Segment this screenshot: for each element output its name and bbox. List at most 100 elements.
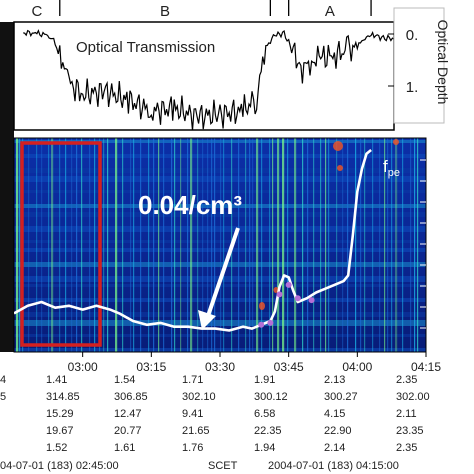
density-annotation: 0.04/cm³ bbox=[138, 190, 242, 220]
spectrogram-stripe bbox=[238, 138, 240, 352]
spectrogram-stripe bbox=[269, 138, 271, 352]
region-label: A bbox=[325, 3, 335, 20]
table-footer-cell: SCET bbox=[208, 460, 238, 472]
spectrogram-stripe bbox=[28, 138, 30, 352]
spectrogram-stripe bbox=[395, 138, 398, 352]
table-footer-cell: 04-07-01 (183) 02:45:00 bbox=[0, 460, 119, 472]
x-axis-ticks: 03:00 03:15 03:30 03:45 04:00 04:15 bbox=[68, 352, 441, 374]
table-cell: 2.13 bbox=[324, 374, 346, 386]
spectrogram-stripe bbox=[122, 138, 124, 352]
table-cell: 15.29 bbox=[46, 408, 74, 420]
table-cell: 22.35 bbox=[254, 425, 282, 437]
spectrogram-stripe bbox=[71, 138, 73, 352]
optical-depth-label: Optical Depth bbox=[435, 20, 451, 105]
table-cell: 1.52 bbox=[46, 442, 68, 454]
spectrogram-stripe bbox=[320, 138, 322, 352]
optical-depth-ticks: 0. 1. bbox=[388, 27, 418, 96]
spectrogram-stripe bbox=[272, 138, 274, 352]
region-label: C bbox=[31, 3, 42, 20]
left-strip bbox=[0, 22, 14, 352]
spectrogram-stripe bbox=[65, 138, 67, 352]
x-tick-label: 04:00 bbox=[342, 360, 372, 374]
spectrogram-stripes bbox=[16, 138, 419, 352]
spectrogram-stripe bbox=[252, 138, 254, 352]
spectrogram-stripe bbox=[103, 138, 105, 352]
table-cell: 4.15 bbox=[324, 408, 346, 420]
spectrogram-stripe bbox=[174, 138, 176, 352]
optical-depth-tick-label: 1. bbox=[406, 79, 419, 96]
spectrogram-stripe bbox=[328, 138, 330, 352]
spectrogram-stripe bbox=[372, 138, 374, 352]
spectrogram-stripe bbox=[261, 138, 263, 352]
spectrogram-stripe bbox=[249, 138, 251, 352]
region-label: B bbox=[160, 3, 170, 20]
table-cell: 2.35 bbox=[396, 442, 418, 454]
table-row-label: 5 bbox=[0, 391, 7, 403]
spectrogram-stripe bbox=[294, 138, 297, 352]
spectrogram-stripe bbox=[130, 138, 132, 352]
spectrogram-hot-spot bbox=[259, 302, 265, 310]
top-panel-label: Optical Transmission bbox=[76, 39, 215, 56]
spectrogram-stripe bbox=[171, 138, 173, 352]
table-cell: 19.67 bbox=[46, 425, 74, 437]
spectrogram-hot-spot bbox=[337, 165, 343, 171]
table-cell: 22.90 bbox=[324, 425, 352, 437]
table-cell: 1.91 bbox=[254, 374, 276, 386]
table-row-label: 4 bbox=[0, 374, 7, 386]
table-cell: 1.71 bbox=[182, 374, 204, 386]
spectrogram-stripe bbox=[379, 138, 381, 352]
table-cell: 20.77 bbox=[114, 425, 142, 437]
spectrogram-stripe bbox=[211, 138, 213, 352]
fpe-point bbox=[276, 291, 283, 298]
table-cell: 300.12 bbox=[254, 391, 288, 403]
spectrogram-stripe bbox=[355, 138, 357, 352]
table-cell: 314.85 bbox=[46, 391, 80, 403]
annotation-arrow-shaft bbox=[206, 227, 240, 317]
fpe-point bbox=[308, 297, 315, 304]
table-cell: 1.41 bbox=[46, 374, 68, 386]
table-cell: 9.41 bbox=[182, 408, 204, 420]
spectrogram-stripe bbox=[287, 138, 289, 352]
table-cell: 2.11 bbox=[396, 408, 417, 420]
spectrogram-stripe bbox=[207, 138, 209, 352]
spectrogram-stripe bbox=[148, 138, 150, 352]
spectrogram-stripe bbox=[41, 138, 43, 352]
spectrogram-stripe bbox=[360, 138, 362, 352]
spectrogram-stripe bbox=[277, 138, 280, 352]
ephemeris-table: 4 1.41 1.54 1.71 1.91 2.13 2.35 5 314.85 306.85 30… bbox=[0, 374, 474, 474]
spectrogram-stripe bbox=[307, 138, 309, 352]
fpe-point bbox=[267, 319, 274, 326]
curve-label: fpe bbox=[383, 157, 400, 179]
optical-transmission-line bbox=[23, 29, 394, 130]
table-cell: 306.85 bbox=[114, 391, 148, 403]
table-cell: 2.14 bbox=[324, 442, 346, 454]
table-cell: 1.54 bbox=[114, 374, 136, 386]
spectrogram-stripe bbox=[313, 138, 315, 352]
spectrogram-hot-spot bbox=[333, 141, 343, 151]
spectrogram-stripe bbox=[16, 138, 19, 352]
table-cell: 23.35 bbox=[396, 425, 424, 437]
spectrogram-stripe bbox=[391, 138, 393, 352]
spectrogram-stripe bbox=[76, 138, 78, 352]
spectrogram-stripe bbox=[163, 138, 165, 352]
x-tick-label: 03:30 bbox=[205, 360, 235, 374]
curve-label-main: f bbox=[383, 157, 388, 176]
spectrogram-stripe bbox=[140, 138, 142, 352]
spectrogram-stripe bbox=[325, 138, 327, 352]
spectrogram-stripe bbox=[417, 138, 419, 352]
spectrogram-stripe bbox=[387, 138, 389, 352]
spectrogram-stripe bbox=[94, 138, 96, 352]
spectrogram-stripe bbox=[414, 138, 416, 352]
spectrogram-stripe bbox=[107, 138, 109, 352]
optical-depth-tick-label: 0. bbox=[406, 27, 419, 44]
spectrogram-stripe bbox=[245, 138, 247, 352]
spectrogram-stripe bbox=[158, 138, 160, 352]
spectrogram-stripe bbox=[133, 138, 135, 352]
spectrogram-hot-spot bbox=[393, 139, 399, 145]
spectrogram-stripe bbox=[180, 138, 182, 352]
spectrogram-stripe bbox=[59, 138, 61, 352]
table-cell: 302.00 bbox=[396, 391, 430, 403]
fpe-curve bbox=[14, 148, 372, 332]
